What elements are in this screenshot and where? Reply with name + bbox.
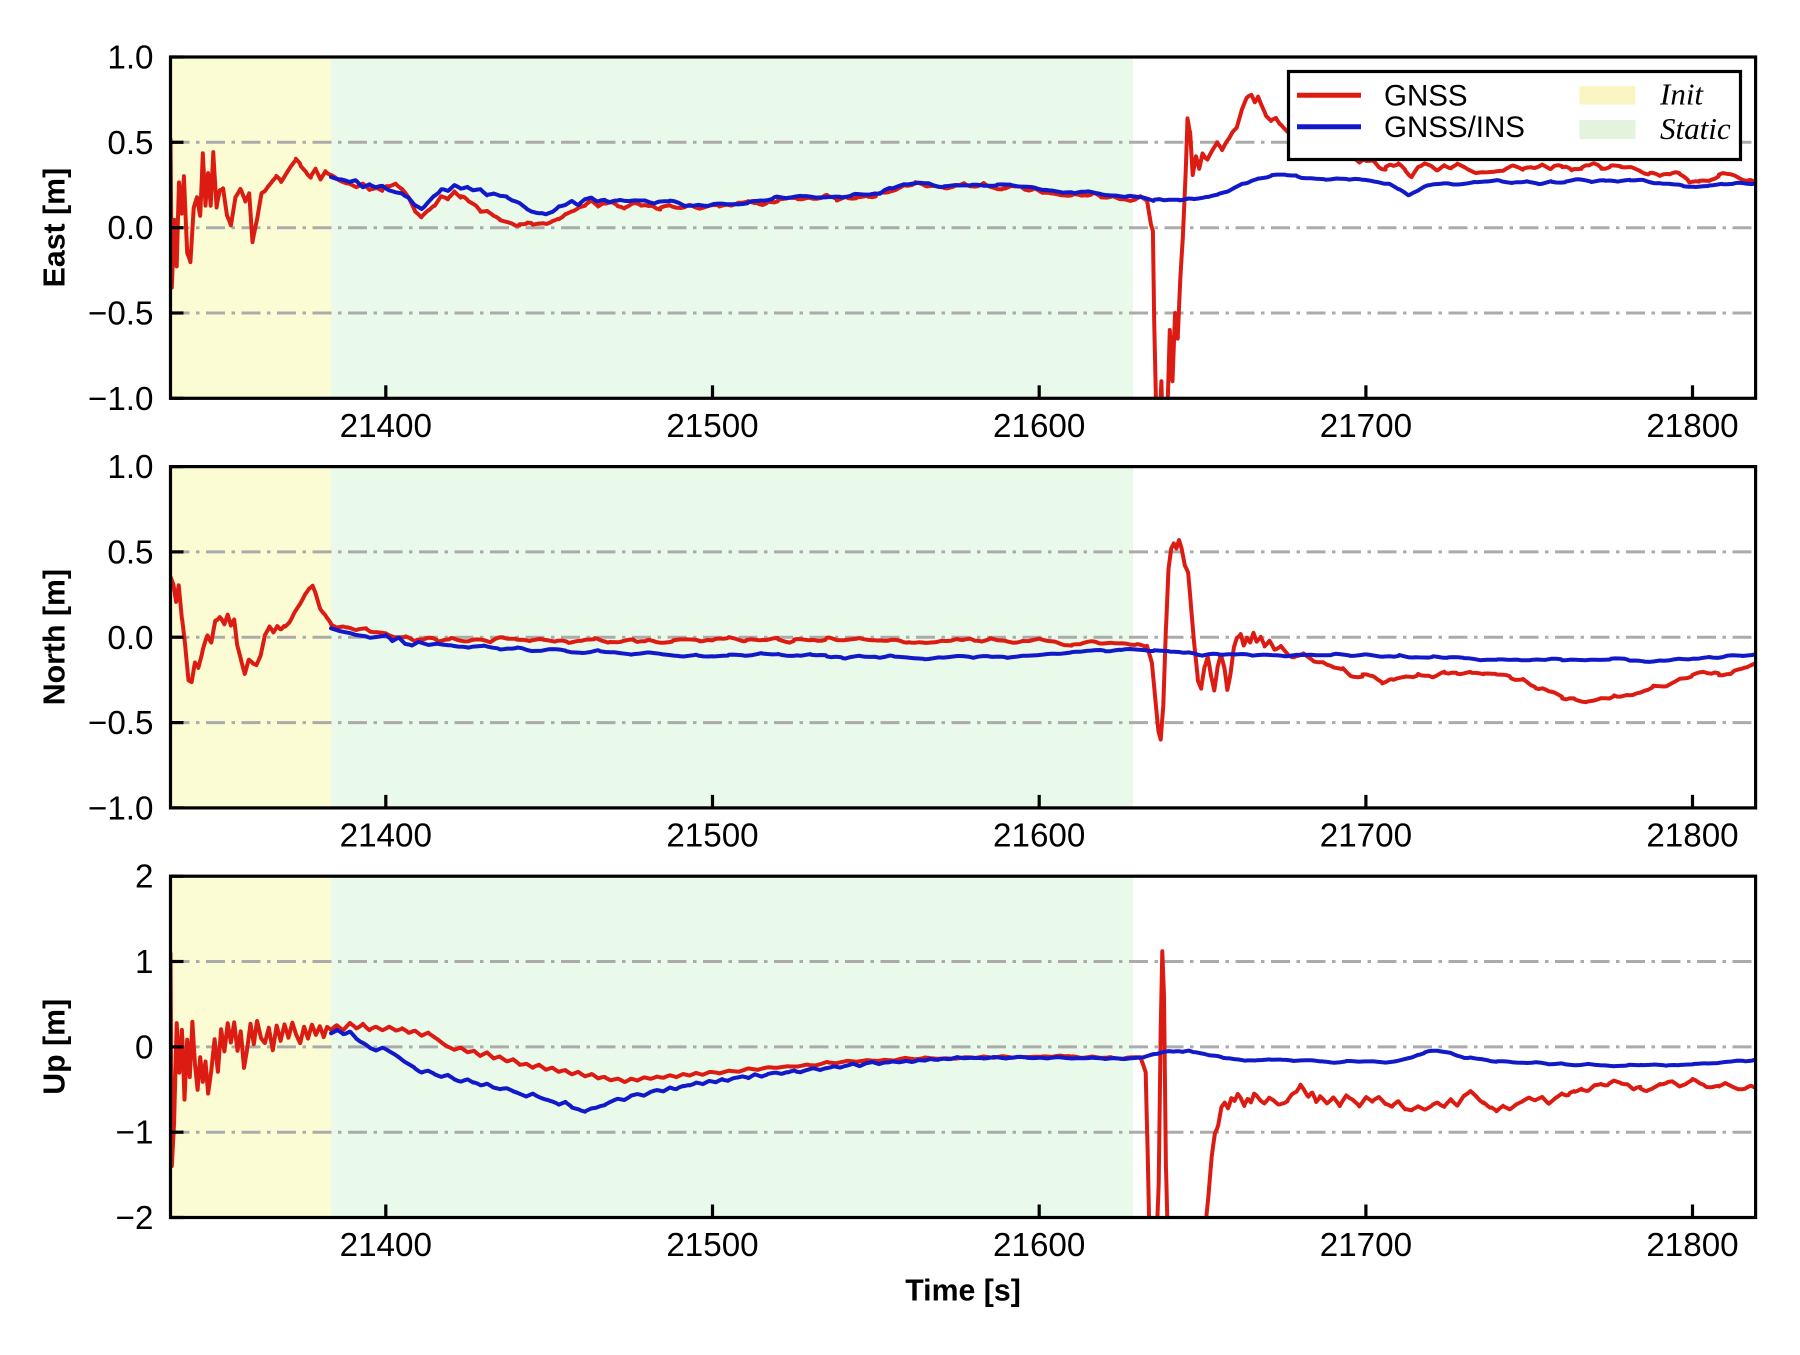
- svg-text:Init: Init: [1659, 77, 1704, 112]
- svg-text:21400: 21400: [340, 1227, 432, 1264]
- svg-text:0.0: 0.0: [107, 210, 153, 247]
- svg-text:21800: 21800: [1646, 1227, 1738, 1264]
- svg-text:−1.0: −1.0: [88, 790, 154, 827]
- svg-text:21500: 21500: [666, 408, 758, 445]
- svg-text:21500: 21500: [666, 817, 758, 854]
- svg-text:0: 0: [135, 1029, 153, 1066]
- svg-text:−1: −1: [116, 1115, 154, 1152]
- svg-text:21800: 21800: [1646, 817, 1738, 854]
- svg-text:−0.5: −0.5: [88, 296, 154, 333]
- svg-text:0.5: 0.5: [107, 534, 153, 571]
- svg-text:21600: 21600: [993, 817, 1085, 854]
- svg-text:21800: 21800: [1646, 408, 1738, 445]
- svg-text:Static: Static: [1660, 111, 1731, 146]
- svg-text:Up [m]: Up [m]: [39, 999, 72, 1095]
- svg-text:−0.5: −0.5: [88, 705, 154, 742]
- svg-text:−2: −2: [116, 1200, 154, 1237]
- svg-text:21700: 21700: [1320, 1227, 1412, 1264]
- svg-text:21600: 21600: [993, 1227, 1085, 1264]
- svg-text:0.5: 0.5: [107, 125, 153, 162]
- svg-text:North [m]: North [m]: [39, 569, 72, 705]
- svg-text:Time [s]: Time [s]: [905, 1275, 1021, 1308]
- svg-text:21400: 21400: [340, 817, 432, 854]
- svg-text:−1.0: −1.0: [88, 381, 154, 418]
- svg-text:21600: 21600: [993, 408, 1085, 445]
- svg-text:GNSS/INS: GNSS/INS: [1384, 111, 1525, 144]
- svg-text:21500: 21500: [666, 1227, 758, 1264]
- svg-text:East [m]: East [m]: [39, 168, 72, 288]
- svg-text:21700: 21700: [1320, 817, 1412, 854]
- svg-text:21700: 21700: [1320, 408, 1412, 445]
- svg-text:1: 1: [135, 944, 153, 981]
- svg-text:1.0: 1.0: [107, 40, 153, 77]
- svg-text:21400: 21400: [340, 408, 432, 445]
- svg-text:1.0: 1.0: [107, 449, 153, 486]
- svg-text:GNSS: GNSS: [1384, 80, 1468, 113]
- svg-text:2: 2: [135, 859, 153, 896]
- svg-text:0.0: 0.0: [107, 620, 153, 657]
